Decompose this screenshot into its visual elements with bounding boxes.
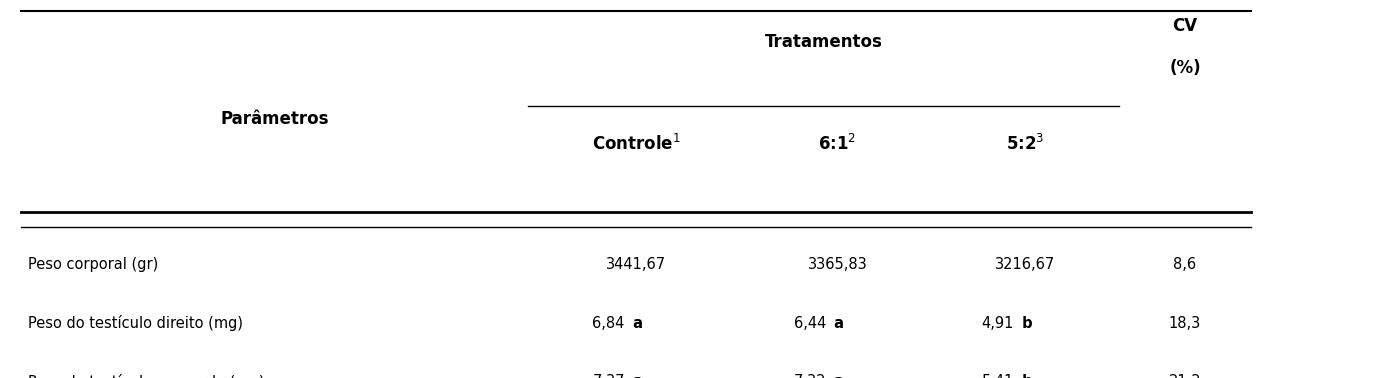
Text: 6,84: 6,84 bbox=[592, 316, 626, 331]
Text: 3441,67: 3441,67 bbox=[606, 257, 666, 272]
Text: 5:2$^3$: 5:2$^3$ bbox=[1006, 133, 1044, 154]
Text: 18,3: 18,3 bbox=[1169, 316, 1201, 331]
Text: a: a bbox=[628, 316, 642, 331]
Text: a: a bbox=[828, 374, 844, 378]
Text: 6,44: 6,44 bbox=[794, 316, 826, 331]
Text: 4,91: 4,91 bbox=[981, 316, 1015, 331]
Text: 3216,67: 3216,67 bbox=[995, 257, 1055, 272]
Text: Tratamentos: Tratamentos bbox=[765, 33, 883, 51]
Text: b: b bbox=[1017, 316, 1033, 331]
Text: b: b bbox=[1017, 374, 1033, 378]
Text: CV: CV bbox=[1172, 17, 1198, 36]
Text: Peso corporal (gr): Peso corporal (gr) bbox=[28, 257, 158, 272]
Text: 6:1$^2$: 6:1$^2$ bbox=[819, 133, 856, 154]
Text: a: a bbox=[828, 316, 844, 331]
Text: Peso do testículo direito (mg): Peso do testículo direito (mg) bbox=[28, 315, 243, 331]
Text: Parâmetros: Parâmetros bbox=[220, 110, 329, 128]
Text: Controle$^1$: Controle$^1$ bbox=[592, 133, 680, 154]
Text: 7,37: 7,37 bbox=[592, 374, 626, 378]
Text: Peso do testículo esquerdo (mg): Peso do testículo esquerdo (mg) bbox=[28, 374, 264, 378]
Text: (%): (%) bbox=[1169, 59, 1201, 77]
Text: 8,6: 8,6 bbox=[1173, 257, 1197, 272]
Text: 21,2: 21,2 bbox=[1169, 374, 1201, 378]
Text: 3365,83: 3365,83 bbox=[808, 257, 867, 272]
Text: 5,41: 5,41 bbox=[981, 374, 1015, 378]
Text: 7,32: 7,32 bbox=[794, 374, 826, 378]
Text: a: a bbox=[628, 374, 642, 378]
